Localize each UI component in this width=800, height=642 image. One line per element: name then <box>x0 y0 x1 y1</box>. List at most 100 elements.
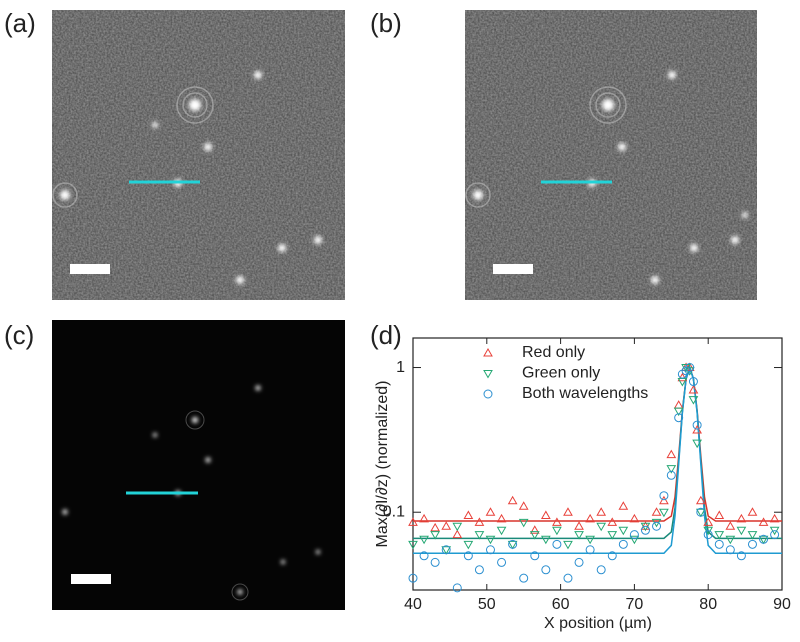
data-point <box>507 495 518 505</box>
data-point <box>419 551 429 561</box>
data-point <box>696 507 706 517</box>
data-point <box>485 535 496 545</box>
data-point <box>596 565 606 575</box>
data-point <box>408 517 418 526</box>
data-point <box>736 513 747 523</box>
data-point <box>688 377 698 387</box>
data-point <box>736 551 746 561</box>
data-point <box>688 384 699 394</box>
data-point <box>474 565 484 575</box>
data-point <box>441 521 452 530</box>
x-tick-label: 90 <box>773 596 791 613</box>
data-point <box>714 531 725 540</box>
data-point <box>452 522 463 532</box>
data-point <box>496 513 507 523</box>
data-point <box>747 539 757 549</box>
data-point <box>607 517 618 526</box>
data-point <box>541 565 551 575</box>
data-point <box>666 449 677 459</box>
data-point <box>507 540 518 550</box>
data-point <box>666 470 676 480</box>
image-c <box>52 320 345 610</box>
data-point <box>607 551 617 561</box>
data-point <box>618 539 628 549</box>
data-point <box>758 517 769 526</box>
data-point <box>618 526 629 536</box>
data-point <box>463 551 473 561</box>
data-point <box>585 535 595 545</box>
data-point <box>552 526 562 536</box>
legend-marker <box>483 389 493 399</box>
data-point <box>673 400 684 409</box>
data-point <box>463 540 474 550</box>
data-point <box>508 539 518 549</box>
data-point <box>563 507 573 516</box>
data-point <box>714 539 724 549</box>
data-point <box>607 531 618 540</box>
image-a <box>52 10 345 300</box>
data-point <box>474 517 485 526</box>
data-point <box>519 573 529 583</box>
data-point <box>419 513 429 523</box>
data-point <box>652 521 662 531</box>
data-point <box>596 507 607 516</box>
data-point <box>725 521 736 530</box>
data-point <box>452 529 463 539</box>
data-point <box>441 546 452 555</box>
x-tick-label: 80 <box>699 596 717 613</box>
data-point <box>673 407 684 417</box>
data-point <box>485 545 495 555</box>
legend-marker <box>483 347 493 357</box>
legend-label: Red only <box>522 344 585 361</box>
data-point <box>552 539 562 549</box>
x-tick-label: 50 <box>478 596 496 613</box>
data-point <box>629 530 639 540</box>
data-point <box>747 507 758 516</box>
plot: 40 50 60 70 80 90 0.1 1 Red only Green only Both w… <box>383 338 791 613</box>
plot-frame <box>412 337 783 591</box>
data-point <box>497 557 507 567</box>
data-point <box>674 413 684 423</box>
data-point <box>770 530 780 540</box>
data-point <box>430 531 441 540</box>
x-tick-label: 40 <box>404 596 422 613</box>
data-point <box>629 535 640 545</box>
legend-marker <box>483 370 493 379</box>
data-point <box>692 424 702 434</box>
legend-label: Both wavelengths <box>522 385 648 402</box>
y-tick-label: 0.1 <box>383 503 405 520</box>
data-point <box>430 557 440 567</box>
data-point <box>485 507 496 516</box>
data-point <box>441 545 451 555</box>
data-point <box>518 501 529 510</box>
data-point <box>703 530 713 540</box>
data-point <box>692 420 702 430</box>
x-axis-label: X position (µm) <box>544 615 652 632</box>
data-point <box>563 540 573 550</box>
data-point <box>714 510 725 519</box>
data-point <box>695 508 706 518</box>
x-tick-label: 70 <box>626 596 644 613</box>
data-point <box>529 525 540 534</box>
data-point <box>452 583 462 593</box>
data-point <box>419 535 429 545</box>
data-point <box>463 510 474 519</box>
data-point <box>629 513 640 523</box>
y-axis-label: Max(∂I/∂z) (normalized) <box>374 381 391 548</box>
data-point <box>530 551 540 561</box>
data-point <box>747 531 758 540</box>
panel-label: (c) <box>4 320 34 350</box>
x-tick-label: 60 <box>552 596 570 613</box>
data-point <box>408 540 418 550</box>
data-point <box>769 513 780 523</box>
data-point <box>703 517 714 526</box>
data-point <box>408 573 418 583</box>
data-point <box>640 525 650 535</box>
data-point <box>474 531 485 540</box>
data-point <box>685 363 695 373</box>
data-point <box>736 526 747 536</box>
data-point <box>585 545 595 555</box>
data-point <box>552 517 562 526</box>
